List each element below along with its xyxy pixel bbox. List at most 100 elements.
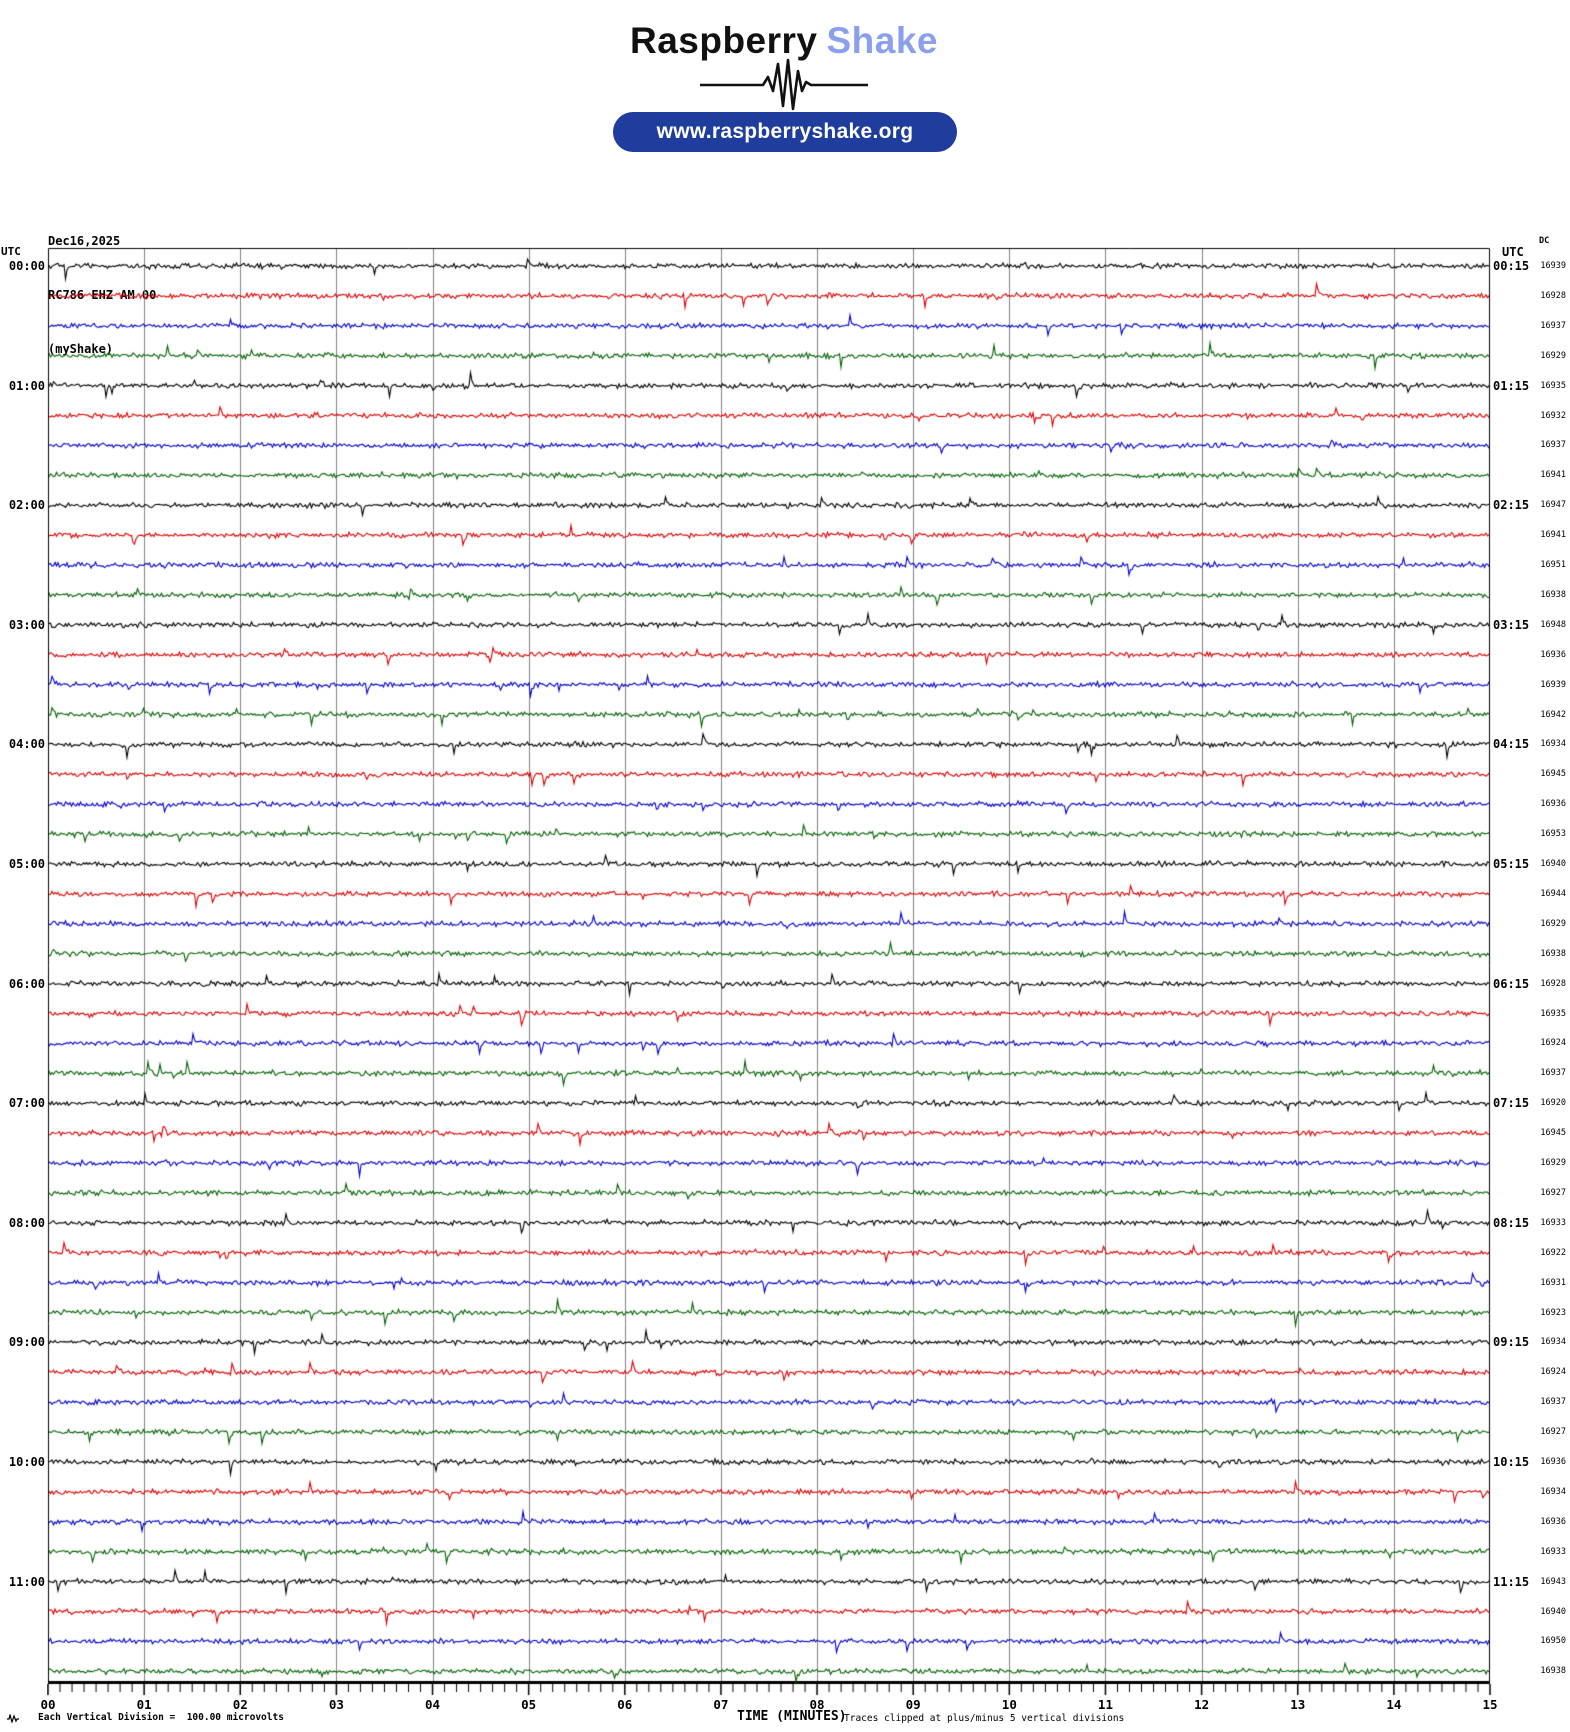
x-tick-label: 00 bbox=[40, 1697, 56, 1712]
hour-label-left: 04:00 bbox=[8, 737, 45, 752]
hour-label-right: 05:15 bbox=[1493, 857, 1530, 871]
x-tick-label: 03 bbox=[328, 1697, 344, 1712]
hour-label-left: 06:00 bbox=[8, 976, 45, 991]
dc-value: 16933 bbox=[1540, 1217, 1566, 1228]
scale-marker-icon bbox=[7, 1714, 19, 1723]
dc-value: 16934 bbox=[1540, 739, 1566, 750]
hour-label-left: 00:00 bbox=[8, 259, 45, 273]
hour-label-left: 09:00 bbox=[8, 1335, 45, 1350]
waveform-icon bbox=[700, 58, 868, 111]
logo-shake: Shake bbox=[826, 20, 939, 61]
dc-value: 16922 bbox=[1540, 1247, 1566, 1258]
dc-value: 16920 bbox=[1540, 1098, 1566, 1109]
dc-value: 16951 bbox=[1540, 560, 1566, 570]
dc-value: 16938 bbox=[1540, 1666, 1566, 1677]
hour-label-left: 11:00 bbox=[8, 1574, 45, 1589]
hour-label-right: 10:15 bbox=[1493, 1455, 1530, 1469]
dc-value: 16938 bbox=[1540, 589, 1566, 600]
hour-label-right: 09:15 bbox=[1493, 1335, 1530, 1350]
hour-label-left: 01:00 bbox=[8, 378, 45, 393]
dc-value: 16929 bbox=[1540, 918, 1566, 929]
hour-label-right: 00:15 bbox=[1493, 259, 1530, 273]
dc-value: 16948 bbox=[1540, 619, 1566, 630]
utc-header-right: UTC bbox=[1502, 245, 1524, 259]
x-tick-label: 02 bbox=[232, 1697, 248, 1712]
hour-label-left: 03:00 bbox=[8, 617, 45, 632]
helicorder-plot-canvas bbox=[47, 247, 1493, 1699]
x-axis-title: TIME (MINUTES) bbox=[737, 1709, 847, 1724]
dc-value: 16936 bbox=[1540, 1516, 1566, 1527]
dc-value: 16945 bbox=[1540, 1128, 1566, 1139]
dc-value: 16936 bbox=[1540, 1457, 1566, 1467]
dc-value: 16929 bbox=[1540, 350, 1566, 361]
x-tick-label: 15 bbox=[1482, 1697, 1498, 1712]
dc-column-header: DC bbox=[1539, 236, 1550, 246]
hour-label-left: 10:00 bbox=[8, 1455, 45, 1469]
logo-raspberry: Raspberry bbox=[629, 20, 818, 61]
hour-label-left: 07:00 bbox=[8, 1096, 45, 1111]
clip-note: Traces clipped at plus/minus 5 vertical … bbox=[844, 1713, 1125, 1724]
dc-value: 16927 bbox=[1540, 1427, 1566, 1438]
hour-label-right: 01:15 bbox=[1493, 378, 1530, 393]
x-tick-label: 05 bbox=[521, 1697, 537, 1712]
hour-label-left: 05:00 bbox=[8, 857, 45, 871]
dc-value: 16937 bbox=[1540, 1397, 1566, 1408]
dc-value: 16940 bbox=[1540, 1606, 1566, 1617]
x-tick-label: 06 bbox=[617, 1697, 633, 1712]
x-tick-label: 12 bbox=[1194, 1697, 1210, 1712]
x-tick-label: 07 bbox=[713, 1697, 729, 1712]
x-tick-label: 01 bbox=[136, 1697, 152, 1712]
dc-value: 16924 bbox=[1540, 1367, 1566, 1378]
hour-label-right: 04:15 bbox=[1493, 737, 1530, 752]
hour-label-right: 06:15 bbox=[1493, 976, 1530, 991]
hour-label-right: 02:15 bbox=[1493, 498, 1530, 513]
dc-value: 16927 bbox=[1540, 1187, 1566, 1198]
dc-value: 16934 bbox=[1540, 1337, 1566, 1348]
dc-value: 16937 bbox=[1540, 440, 1566, 451]
dc-value: 16945 bbox=[1540, 769, 1566, 780]
dc-value: 16937 bbox=[1540, 320, 1566, 331]
dc-value: 16936 bbox=[1540, 649, 1566, 660]
dc-value: 16936 bbox=[1540, 799, 1566, 810]
dc-value: 16938 bbox=[1540, 948, 1566, 959]
dc-value: 16947 bbox=[1540, 500, 1566, 511]
dc-value: 16924 bbox=[1540, 1038, 1566, 1049]
x-tick-label: 08 bbox=[809, 1697, 825, 1712]
dc-value: 16928 bbox=[1540, 978, 1566, 989]
dc-value: 16950 bbox=[1540, 1636, 1566, 1647]
station-date: Dec16,2025 bbox=[48, 234, 121, 248]
x-tick-label: 13 bbox=[1290, 1697, 1306, 1712]
dc-value: 16953 bbox=[1540, 829, 1566, 840]
dc-value: 16939 bbox=[1540, 261, 1566, 271]
dc-value: 16933 bbox=[1540, 1546, 1566, 1557]
hour-label-right: 07:15 bbox=[1493, 1096, 1530, 1111]
x-tick-label: 04 bbox=[425, 1697, 441, 1712]
hour-label-right: 03:15 bbox=[1493, 617, 1530, 632]
dc-value: 16931 bbox=[1540, 1277, 1566, 1288]
dc-value: 16929 bbox=[1540, 1158, 1566, 1168]
vertical-division-note: Each Vertical Division = 100.00 microvol… bbox=[38, 1712, 284, 1723]
dc-value: 16937 bbox=[1540, 1068, 1566, 1079]
dc-value: 16935 bbox=[1540, 380, 1566, 391]
hour-label-right: 11:15 bbox=[1493, 1574, 1530, 1589]
x-tick-label: 09 bbox=[905, 1697, 921, 1712]
dc-value: 16934 bbox=[1540, 1486, 1566, 1497]
dc-value: 16935 bbox=[1540, 1008, 1566, 1019]
hour-label-right: 08:15 bbox=[1493, 1215, 1530, 1230]
dc-value: 16932 bbox=[1540, 410, 1566, 421]
utc-header-left: UTC bbox=[1, 245, 21, 258]
dc-value: 16928 bbox=[1540, 290, 1566, 301]
website-link-button[interactable]: www.raspberryshake.org bbox=[613, 112, 957, 152]
logo: Raspberry Shake bbox=[0, 20, 1568, 62]
dc-value: 16943 bbox=[1540, 1576, 1566, 1587]
dc-value: 16923 bbox=[1540, 1307, 1566, 1318]
dc-value: 16942 bbox=[1540, 709, 1566, 720]
dc-value: 16940 bbox=[1540, 859, 1566, 869]
dc-value: 16939 bbox=[1540, 679, 1566, 690]
hour-label-left: 08:00 bbox=[8, 1215, 45, 1230]
hour-label-left: 02:00 bbox=[8, 498, 45, 513]
x-tick-label: 11 bbox=[1097, 1697, 1113, 1712]
dc-value: 16941 bbox=[1540, 470, 1566, 481]
x-tick-label: 10 bbox=[1001, 1697, 1017, 1712]
